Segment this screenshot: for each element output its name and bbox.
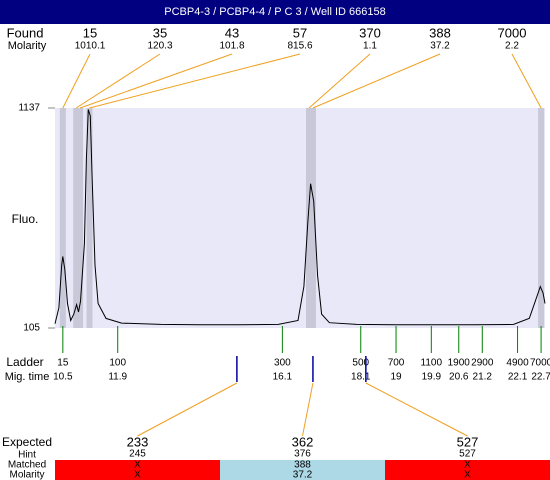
molarity-label: Molarity xyxy=(8,40,47,52)
plot-area xyxy=(55,108,545,328)
match-cell xyxy=(385,460,550,480)
peak-band xyxy=(86,108,93,328)
expected-connector xyxy=(302,382,314,437)
expected-matched: 388 xyxy=(294,460,311,471)
ladder-size: 1900 xyxy=(448,358,471,369)
ladder-mig-time: 22.7 xyxy=(531,372,550,383)
ladder-mig-time: 20.6 xyxy=(449,372,469,383)
y-tick-label: 1137 xyxy=(18,103,40,114)
ladder-size: 1100 xyxy=(421,358,443,369)
expected-size: 362 xyxy=(292,434,314,449)
peak-band xyxy=(538,108,545,328)
expected-hint: 376 xyxy=(294,449,311,460)
found-size: 388 xyxy=(429,25,451,40)
peak-connector xyxy=(75,53,161,109)
expected-hint: 527 xyxy=(459,449,476,460)
mig-time-label: Mig. time xyxy=(5,371,50,383)
found-molarity: 101.8 xyxy=(219,41,244,52)
ladder-mig-time: 16.1 xyxy=(273,372,293,383)
y-axis-label: Fluo. xyxy=(12,212,39,226)
expected-matched: X xyxy=(134,460,141,471)
ladder-mig-time: 21.2 xyxy=(473,372,493,383)
ladder-size: 700 xyxy=(388,358,405,369)
match-cell xyxy=(220,460,385,480)
peak-connector xyxy=(62,53,91,109)
found-size: 15 xyxy=(83,25,97,40)
y-tick-label: 105 xyxy=(23,323,40,334)
ladder-mig-time: 18.1 xyxy=(351,372,371,383)
ladder-size: 500 xyxy=(352,358,369,369)
matched-label: Matched xyxy=(8,460,46,471)
peak-connector xyxy=(79,53,233,109)
expected-molarity: 37.2 xyxy=(293,470,313,480)
found-molarity: 2.2 xyxy=(505,41,519,52)
ladder-label: Ladder xyxy=(6,355,43,369)
found-size: 43 xyxy=(225,25,239,40)
peak-band xyxy=(77,108,84,328)
expected-hint: 245 xyxy=(129,449,146,460)
found-label: Found xyxy=(7,25,44,40)
found-size: 57 xyxy=(293,25,307,40)
expected-molarity: X xyxy=(464,470,471,480)
ladder-mig-time: 11.9 xyxy=(108,372,127,383)
expected-connector xyxy=(365,382,468,437)
found-molarity: 1.1 xyxy=(363,41,377,52)
peak-connector xyxy=(308,53,371,109)
ladder-size: 300 xyxy=(274,358,291,369)
expected-connector xyxy=(137,382,238,437)
ladder-size: 4900 xyxy=(506,358,529,369)
expected-molarity: X xyxy=(134,470,141,480)
ladder-size: 2900 xyxy=(471,358,494,369)
title-bar xyxy=(0,0,550,24)
ladder-mig-time: 19.9 xyxy=(422,372,442,383)
expected-size: 233 xyxy=(127,434,149,449)
found-molarity: 120.3 xyxy=(147,41,172,52)
ladder-mig-time: 10.5 xyxy=(53,372,73,383)
ladder-size: 15 xyxy=(57,358,69,369)
trace xyxy=(54,109,546,326)
hint-label: Hint xyxy=(18,450,36,461)
peak-connector xyxy=(89,53,301,109)
found-molarity: 815.6 xyxy=(287,41,312,52)
expected-matched: X xyxy=(464,460,471,471)
ladder-size: 100 xyxy=(109,358,126,369)
title: PCBP4-3 / PCBP4-4 / P C 3 / Well ID 6661… xyxy=(164,6,386,18)
ladder-mig-time: 19 xyxy=(390,372,402,383)
peak-band xyxy=(309,108,316,328)
found-size: 7000 xyxy=(498,25,527,40)
found-size: 35 xyxy=(153,25,167,40)
ladder-size: 7000 xyxy=(530,358,550,369)
expected-size: 527 xyxy=(457,434,479,449)
found-molarity: 1010.1 xyxy=(75,41,106,52)
peak-band xyxy=(73,108,80,328)
peak-connector xyxy=(312,53,441,109)
ladder-mig-time: 22.1 xyxy=(508,372,528,383)
molarity-row-label: Molarity xyxy=(9,470,44,480)
peak-connector xyxy=(511,53,542,109)
peak-band xyxy=(306,108,313,328)
match-cell xyxy=(55,460,220,480)
expected-label: Expected xyxy=(2,435,52,449)
found-size: 370 xyxy=(359,25,381,40)
found-molarity: 37.2 xyxy=(430,41,450,52)
peak-band xyxy=(59,108,66,328)
